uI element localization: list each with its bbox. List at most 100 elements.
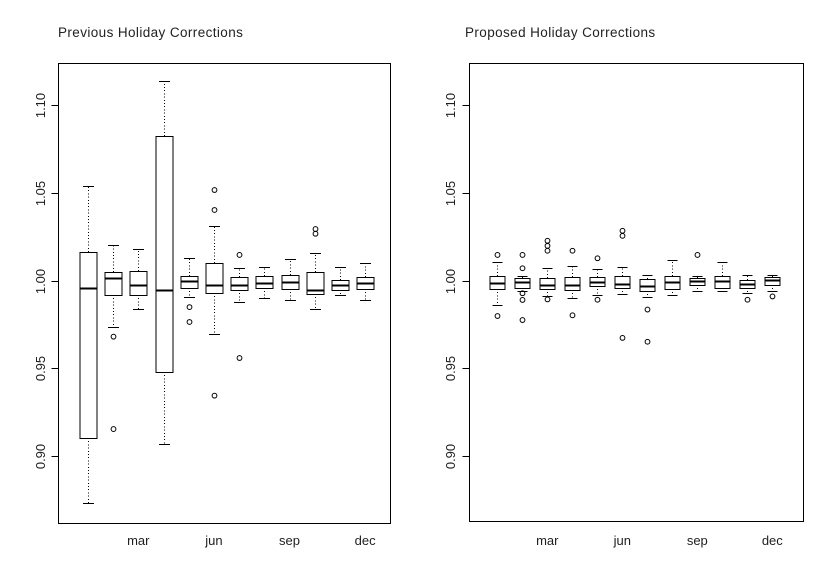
y-tick-label: 1.05 <box>33 181 48 206</box>
outlier-point <box>744 296 751 303</box>
box-iqr <box>564 277 581 291</box>
outlier-point <box>619 232 626 239</box>
outlier-point <box>110 426 117 432</box>
outlier-point <box>544 247 551 254</box>
panel-proposed: 0.90 0.95 1.00 1.05 1.10 mar jun sep dec <box>443 63 804 548</box>
y-tick-label: 0.90 <box>443 444 458 469</box>
boxplot-jun <box>205 187 224 399</box>
box-iqr <box>255 276 274 289</box>
boxplot-may <box>180 258 199 325</box>
x-tick-label: jun <box>613 533 631 548</box>
box-iqr <box>230 277 249 291</box>
boxplot-may <box>589 255 606 303</box>
boxplot-aug <box>664 260 681 296</box>
outlier-point <box>186 319 193 325</box>
boxplot-feb <box>104 245 123 432</box>
outlier-point <box>519 252 526 258</box>
box-iqr <box>764 277 781 286</box>
outlier-point <box>519 265 526 272</box>
boxplot-sep <box>281 259 300 301</box>
boxplot-jan <box>79 186 98 504</box>
boxplot-apr <box>564 247 581 319</box>
boxplot-feb <box>514 252 531 323</box>
y-tick-label: 1.00 <box>33 269 48 294</box>
y-tick-label: 1.10 <box>443 93 458 118</box>
boxplot-apr <box>155 81 174 445</box>
outlier-point <box>594 296 601 303</box>
boxplot-nov <box>331 267 350 296</box>
outlier-point <box>644 338 651 345</box>
outlier-point <box>186 304 193 311</box>
box-iqr <box>79 252 98 439</box>
x-tick-label: sep <box>687 533 708 548</box>
plot-border <box>58 63 391 524</box>
outlier-point <box>494 313 501 319</box>
outlier-point <box>236 252 243 258</box>
y-tick-label: 1.00 <box>443 269 458 294</box>
boxplot-mar <box>539 237 556 303</box>
boxplot-dec <box>764 275 781 300</box>
plot-border <box>469 63 804 522</box>
outlier-point <box>519 317 526 323</box>
boxplot-aug <box>255 267 274 299</box>
x-tick-label: dec <box>355 533 376 548</box>
outlier-point <box>211 392 218 399</box>
outlier-point <box>236 355 243 361</box>
left-chart-title: Previous Holiday Corrections <box>58 25 244 40</box>
outlier-point <box>619 335 626 341</box>
box-iqr <box>514 278 531 289</box>
outlier-point <box>769 293 776 300</box>
boxplot-nov <box>739 275 756 303</box>
outlier-point <box>110 333 117 340</box>
outlier-point <box>644 306 651 313</box>
outlier-point <box>211 187 218 193</box>
x-tick-label: mar <box>127 533 150 548</box>
outlier-point <box>312 230 319 237</box>
y-tick-label: 1.10 <box>33 93 48 118</box>
box-iqr <box>129 271 148 296</box>
y-tick-label: 0.95 <box>443 356 458 381</box>
box-iqr <box>155 136 174 373</box>
boxplot-jul <box>639 275 656 345</box>
x-tick-label: dec <box>762 533 783 548</box>
outlier-point <box>544 237 551 244</box>
boxplot-jun <box>614 227 631 341</box>
boxplot-jul <box>230 252 249 361</box>
outlier-point <box>569 312 576 319</box>
outlier-point <box>544 296 551 303</box>
outlier-point <box>211 207 218 213</box>
x-tick-label: jun <box>204 533 222 548</box>
box-iqr <box>180 276 199 289</box>
box-iqr <box>104 272 123 296</box>
outlier-point <box>619 227 626 234</box>
outlier-point <box>594 255 601 262</box>
y-tick-label: 1.05 <box>443 181 458 206</box>
boxplot-jan <box>489 252 506 319</box>
boxplot-sep <box>689 252 706 292</box>
box-iqr <box>639 279 656 292</box>
outlier-point <box>519 297 526 303</box>
outlier-point <box>694 252 701 258</box>
x-tick-label: sep <box>279 533 300 548</box>
outlier-point <box>494 252 501 258</box>
boxplot-oct <box>714 262 731 292</box>
y-tick-label: 0.90 <box>33 444 48 469</box>
outlier-point <box>569 247 576 254</box>
box-iqr <box>539 278 556 290</box>
box-iqr <box>205 263 224 294</box>
right-chart-title: Proposed Holiday Corrections <box>465 25 656 40</box>
x-tick-label: mar <box>536 533 559 548</box>
box-iqr <box>614 276 631 289</box>
boxplot-oct <box>306 226 325 310</box>
panel-previous: 0.90 0.95 1.00 1.05 1.10 mar jun sep dec <box>33 63 391 548</box>
outlier-point <box>519 290 526 297</box>
outlier-point <box>312 226 319 232</box>
box-iqr <box>714 276 731 289</box>
box-iqr <box>306 272 325 295</box>
outlier-point <box>544 242 551 249</box>
boxplot-dec <box>356 263 375 301</box>
boxplot-mar <box>129 249 148 310</box>
y-tick-label: 0.95 <box>33 356 48 381</box>
